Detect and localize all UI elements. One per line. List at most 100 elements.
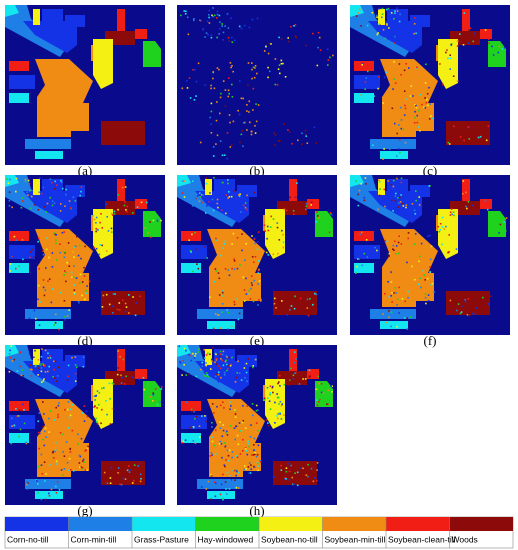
pixel: [255, 103, 257, 105]
pixel: [229, 62, 232, 64]
pixel: [305, 474, 308, 476]
pixel: [37, 420, 39, 423]
pixel: [390, 183, 393, 186]
pixel: [92, 215, 95, 217]
pixel: [112, 293, 115, 295]
field: [101, 121, 145, 145]
pixel: [149, 396, 152, 398]
pixel: [401, 19, 403, 22]
field: [117, 349, 125, 371]
pixel: [214, 495, 217, 498]
pixel: [410, 85, 412, 87]
pixel: [455, 248, 458, 250]
pixel: [64, 315, 66, 318]
pixel: [106, 216, 108, 218]
pixel: [414, 213, 417, 215]
pixel: [244, 206, 247, 209]
pixel: [244, 427, 247, 429]
pixel: [248, 286, 251, 289]
pixel: [456, 40, 459, 42]
pixel: [390, 295, 392, 297]
pixel: [44, 430, 46, 433]
pixel: [41, 472, 44, 475]
pixel: [42, 380, 45, 382]
pixel: [211, 198, 214, 201]
pixel: [267, 397, 269, 399]
pixel: [37, 240, 39, 243]
pixel: [225, 355, 228, 357]
pixel: [42, 364, 45, 366]
pixel: [329, 212, 332, 214]
pixel: [254, 467, 256, 470]
pixel: [363, 252, 366, 255]
pixel: [428, 118, 431, 120]
pixel: [78, 462, 81, 464]
pixel: [276, 393, 278, 395]
pixel: [429, 103, 431, 105]
pixel: [357, 12, 359, 14]
pixel: [57, 404, 60, 407]
pixel: [267, 76, 269, 79]
pixel: [457, 303, 460, 305]
pixel: [285, 478, 287, 480]
pixel: [404, 300, 406, 303]
pixel: [363, 199, 366, 202]
pixel: [43, 201, 46, 204]
pixel: [280, 59, 283, 62]
pixel: [294, 295, 296, 298]
pixel: [447, 141, 450, 144]
pixel: [220, 367, 222, 370]
pixel: [248, 111, 250, 113]
pixel: [313, 126, 316, 129]
field: [289, 179, 297, 201]
pixel: [400, 243, 403, 245]
field: [438, 209, 458, 259]
pixel: [498, 232, 500, 234]
pixel: [50, 299, 52, 301]
pixel: [129, 372, 132, 374]
pixel: [212, 7, 214, 9]
pixel: [193, 410, 195, 413]
pixel: [56, 455, 59, 457]
pixel: [66, 468, 69, 470]
pixel: [26, 191, 28, 194]
pixel: [152, 392, 155, 394]
pixel: [247, 466, 250, 468]
pixel: [277, 396, 280, 399]
pixel: [234, 381, 237, 383]
pixel: [206, 20, 209, 23]
pixel: [10, 442, 13, 445]
pixel: [208, 376, 210, 378]
pixel: [15, 239, 18, 241]
pixel: [484, 29, 487, 31]
pixel: [250, 130, 253, 133]
pixel: [428, 298, 430, 300]
field: [33, 349, 40, 365]
pixel: [81, 281, 84, 283]
pixel: [17, 415, 20, 417]
pixel: [40, 370, 43, 373]
pixel: [492, 54, 495, 56]
pixel: [223, 154, 226, 156]
pixel: [278, 381, 280, 383]
pixel: [219, 493, 222, 496]
pixel: [8, 191, 11, 193]
pixel: [372, 144, 374, 146]
pixel: [125, 375, 127, 378]
pixel: [123, 383, 126, 385]
pixel: [178, 345, 181, 348]
pixel: [296, 471, 299, 474]
pixel: [113, 213, 116, 215]
pixel: [111, 214, 114, 216]
pixel: [43, 378, 45, 380]
legend-label: Corn-no-till: [7, 534, 49, 544]
pixel: [53, 232, 55, 235]
pixel: [214, 14, 216, 17]
pixel: [377, 208, 379, 211]
pixel: [27, 179, 30, 182]
pixel: [277, 252, 279, 255]
pixel: [226, 430, 228, 433]
pixel: [293, 25, 295, 27]
pixel: [228, 356, 230, 359]
pixel: [376, 249, 378, 252]
